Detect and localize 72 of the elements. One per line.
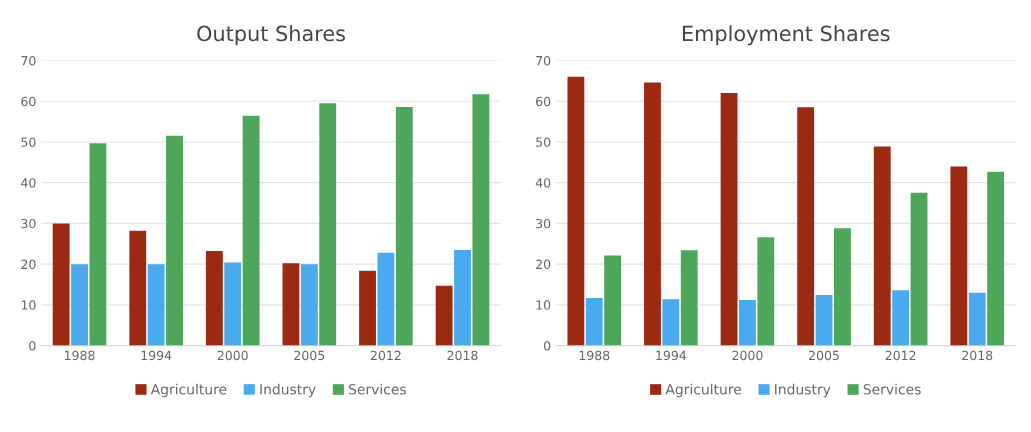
x-tick-label: 2005 [294, 350, 325, 361]
bar [680, 250, 698, 346]
bar [910, 192, 928, 346]
bar [319, 103, 337, 346]
y-tick-label: 30 [536, 218, 551, 229]
bar [395, 106, 413, 346]
bar [377, 252, 395, 346]
y-tick-label: 0 [543, 341, 551, 351]
bar [987, 171, 1005, 346]
bar [282, 263, 300, 346]
x-tick-label: 1988 [579, 350, 610, 361]
y-tick-label: 50 [21, 137, 36, 147]
y-tick-label: 30 [21, 218, 36, 229]
y-tick-label: 10 [21, 300, 36, 310]
y-tick-label: 40 [535, 178, 551, 188]
bar [797, 107, 815, 346]
bar [834, 228, 851, 346]
chart-title: Output Shares [197, 25, 345, 46]
x-tick-label: 1994 [141, 350, 172, 361]
bar [89, 143, 107, 346]
y-tick-label: 50 [536, 137, 551, 147]
y-tick-label: 60 [21, 96, 36, 107]
bar [644, 82, 661, 346]
x-tick-label: 1994 [656, 350, 687, 361]
bar [147, 264, 165, 346]
bar [968, 292, 986, 346]
legend-label: Agriculture [150, 383, 227, 398]
x-tick-label: 2012 [370, 350, 401, 361]
bar [359, 270, 376, 346]
x-tick-label: 2005 [809, 350, 839, 361]
bar [242, 115, 260, 346]
bar [873, 146, 891, 346]
bar [472, 94, 490, 346]
y-tick-label: 40 [21, 178, 36, 188]
legend-label: Industry [260, 383, 316, 398]
bar [71, 264, 88, 346]
bar [129, 230, 147, 346]
y-tick-label: 60 [536, 96, 551, 107]
y-tick-label: 0 [29, 341, 36, 351]
bar [205, 251, 223, 346]
legend-label: Industry [775, 383, 831, 398]
bar [52, 223, 70, 346]
y-tick-label: 20 [536, 259, 551, 270]
bar [454, 249, 471, 346]
bar [300, 264, 318, 346]
bar [739, 299, 756, 346]
x-tick-label: 1988 [65, 350, 95, 361]
bar [892, 290, 910, 346]
bar [815, 295, 833, 346]
y-tick-label: 70 [21, 55, 36, 66]
bar [567, 76, 585, 346]
x-tick-label: 2012 [885, 350, 916, 361]
bar [166, 135, 183, 346]
legend-label: Services [348, 383, 406, 395]
chart-title: Employment Shares [682, 25, 890, 46]
x-tick-label: 2018 [447, 350, 478, 361]
x-tick-label: 2000 [217, 350, 248, 361]
bar [585, 297, 603, 346]
bar [950, 166, 968, 346]
bar [720, 93, 738, 346]
bar [662, 299, 680, 346]
legend-label: Agriculture [665, 383, 742, 398]
x-tick-label: 2018 [962, 350, 993, 361]
bar [604, 255, 622, 346]
y-tick-label: 20 [21, 259, 36, 270]
x-tick-label: 2000 [732, 350, 763, 361]
bar [224, 262, 242, 346]
y-tick-label: 10 [536, 300, 551, 310]
legend-label: Services [863, 383, 921, 395]
bar [757, 237, 775, 346]
bar [435, 285, 453, 346]
y-tick-label: 70 [536, 55, 551, 66]
